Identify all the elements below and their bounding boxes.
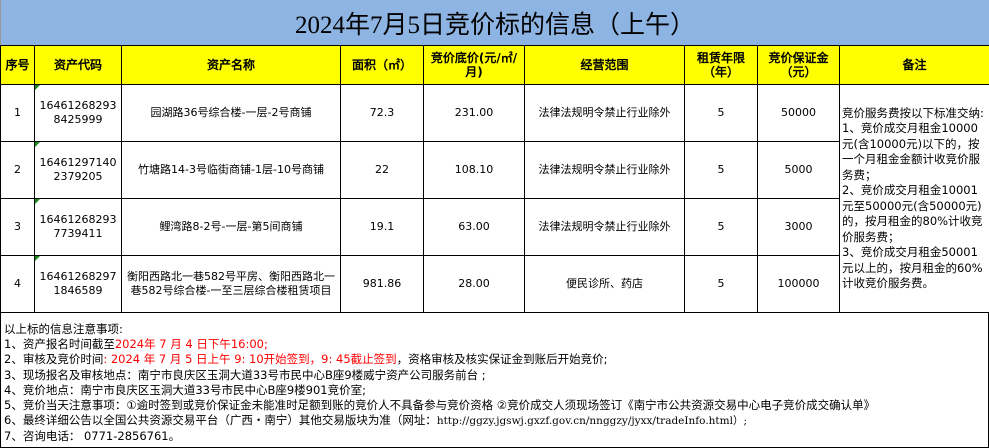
- note-6-label: 6、最终详细公告以全国公共资源交易平台（广西・南宁）其他交易版块为准（网址：: [4, 413, 437, 428]
- cell-area: 72.3: [340, 84, 424, 142]
- cell-scope: 法律法规明令禁止行业除外: [524, 84, 685, 142]
- cell-name: 衡阳西路北一巷582号平房、衡阳西路北一巷582号综合楼-一至三层综合楼租赁项目: [121, 255, 341, 313]
- header-deposit: 竞价保证金（元）: [757, 45, 840, 85]
- note-2-rest: ，资格审核及核实保证金到账后开始竞价;: [396, 352, 608, 367]
- note-2-value: : 2024 年 7 月 5 日上午 9: 10开始签到，9: 45截止签到: [103, 352, 397, 367]
- notes-heading: 以上标的信息注意事项:: [4, 322, 123, 336]
- page-title: 2024年7月5日竞价标的信息（上午）: [0, 0, 989, 46]
- cell-code: 164612971402379205: [34, 141, 122, 199]
- cell-scope: 便民诊所、药店: [524, 255, 685, 313]
- cell-years: 5: [684, 84, 758, 142]
- cell-name: 竹塘路14-3号临街商铺-1层-10号商铺: [121, 141, 341, 199]
- cell-deposit: 100000: [757, 255, 840, 313]
- note-1-label: 1、资产报名时间截至: [4, 337, 115, 352]
- cell-code: 164612682937739411: [34, 198, 122, 256]
- note-1-value: 2024年 7 月 4 日下午16:00;: [114, 337, 268, 352]
- header-price: 竞价底价(元/㎡/月): [423, 45, 525, 85]
- note-3: 3、现场报名及审核地点：南宁市良庆区玉洞大道33号市民中心B座9楼威宁资产公司服…: [4, 367, 486, 382]
- note-4: 4、竞价地点：南宁市良庆区玉洞大道33号市民中心B座9楼901竞价室;: [4, 382, 366, 397]
- note-6: 6、最终详细公告以全国公共资源交易平台（广西・南宁）其他交易版块为准（网址：ht…: [4, 413, 985, 429]
- header-remark: 备注: [839, 45, 989, 85]
- table-row: 2 164612971402379205 竹塘路14-3号临街商铺-1层-10号…: [0, 141, 989, 199]
- header-scope: 经营范围: [524, 45, 685, 85]
- cell-years: 5: [684, 198, 758, 256]
- note-2-label: 2、审核及竞价时间: [4, 352, 104, 367]
- header-name: 资产名称: [121, 45, 341, 85]
- bid-table: 序号 资产代码 资产名称 面积（㎡） 竞价底价(元/㎡/月) 经营范围 租赁年限…: [0, 45, 989, 313]
- header-code: 资产代码: [34, 45, 122, 85]
- cell-no: 3: [0, 198, 35, 256]
- cell-no: 2: [0, 141, 35, 199]
- cell-price: 108.10: [423, 141, 525, 199]
- header-no: 序号: [0, 45, 35, 85]
- header-area: 面积（㎡）: [340, 45, 424, 85]
- cell-price: 28.00: [423, 255, 525, 313]
- table-row: 4 164612682971846589 衡阳西路北一巷582号平房、衡阳西路北…: [0, 255, 989, 313]
- cell-remark: 竞价服务费按以下标准交纳: 1、竞价成交月租金10000元(含10000元)以下…: [839, 84, 989, 313]
- notes-section: 以上标的信息注意事项: 1、资产报名时间截至2024年 7 月 4 日下午16:…: [0, 312, 989, 448]
- cell-deposit: 50000: [757, 84, 840, 142]
- cell-scope: 法律法规明令禁止行业除外: [524, 198, 685, 256]
- cell-scope: 法律法规明令禁止行业除外: [524, 141, 685, 199]
- cell-years: 5: [684, 255, 758, 313]
- cell-name: 园湖路36号综合楼-一层-2号商铺: [121, 84, 341, 142]
- cell-area: 981.86: [340, 255, 424, 313]
- table-row: 3 164612682937739411 鲤湾路8-2号-一层-第5间商铺 19…: [0, 198, 989, 256]
- cell-no: 1: [0, 84, 35, 142]
- cell-area: 22: [340, 141, 424, 199]
- cell-no: 4: [0, 255, 35, 313]
- header-row: 序号 资产代码 资产名称 面积（㎡） 竞价底价(元/㎡/月) 经营范围 租赁年限…: [0, 45, 989, 85]
- cell-code: 164612682938425999: [34, 84, 122, 142]
- cell-name: 鲤湾路8-2号-一层-第5间商铺: [121, 198, 341, 256]
- cell-deposit: 5000: [757, 141, 840, 199]
- note-5: 5、竞价当天注意事项：①逾时签到或竞价保证金未能准时足额到账的竞价人不具备参与竞…: [4, 398, 876, 413]
- table-row: 1 164612682938425999 园湖路36号综合楼-一层-2号商铺 7…: [0, 84, 989, 313]
- cell-price: 231.00: [423, 84, 525, 142]
- header-years: 租赁年限（年）: [684, 45, 758, 85]
- note-7: 7、咨询电话： 0771-2856761。: [4, 429, 181, 444]
- note-1: 1、资产报名时间截至2024年 7 月 4 日下午16:00;: [4, 337, 985, 352]
- cell-deposit: 3000: [757, 198, 840, 256]
- note-6-url[interactable]: http://ggzy.jgswj.gxzf.gov.cn/nnggzy/jyx…: [436, 415, 747, 428]
- cell-price: 63.00: [423, 198, 525, 256]
- cell-years: 5: [684, 141, 758, 199]
- cell-area: 19.1: [340, 198, 424, 256]
- cell-code: 164612682971846589: [34, 255, 122, 313]
- note-2: 2、审核及竞价时间: 2024 年 7 月 5 日上午 9: 10开始签到，9:…: [4, 352, 985, 367]
